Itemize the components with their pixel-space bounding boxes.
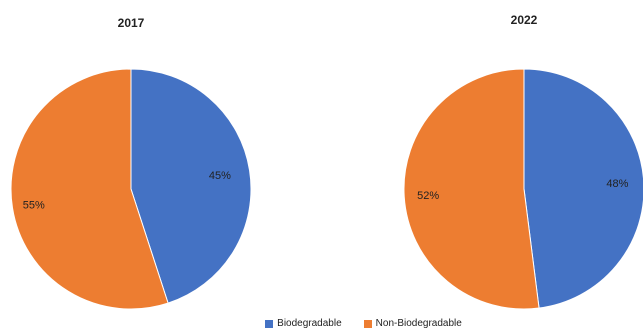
pie-2017-label-biodegradable: 45% (209, 170, 231, 182)
chart-title-2: 2022 (511, 13, 538, 27)
legend-item-non-biodegradable: Non-Biodegradable (364, 318, 462, 330)
legend-label-biodegradable: Biodegradable (277, 318, 342, 330)
legend-item-biodegradable: Biodegradable (265, 318, 342, 330)
pie-2022-slice-non-biodegradable (404, 69, 539, 309)
legend-swatch-biodegradable (265, 320, 273, 328)
pie-2022-label-non-biodegradable: 52% (417, 190, 439, 202)
legend-label-non-biodegradable: Non-Biodegradable (376, 318, 462, 330)
chart-title-1: 2017 (118, 16, 145, 30)
pie-2017-label-non-biodegradable: 55% (23, 199, 45, 211)
pie-2022-label-biodegradable: 48% (606, 178, 628, 190)
legend: Biodegradable Non-Biodegradable (42, 318, 643, 330)
legend-swatch-non-biodegradable (364, 320, 372, 328)
